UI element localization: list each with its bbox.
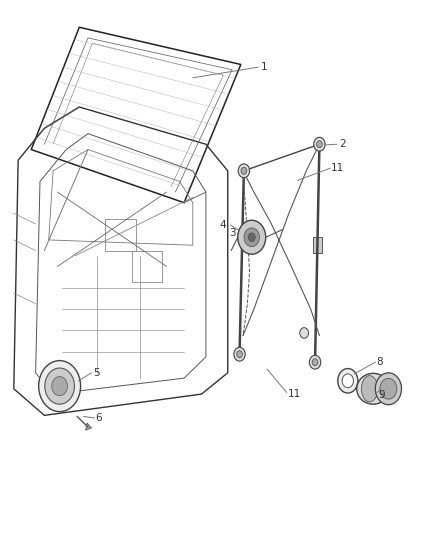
Text: 5: 5: [93, 368, 100, 378]
Ellipse shape: [357, 373, 389, 404]
Text: 11: 11: [288, 389, 301, 399]
Circle shape: [241, 167, 247, 174]
Circle shape: [380, 378, 397, 399]
Circle shape: [342, 374, 353, 387]
Circle shape: [248, 233, 255, 241]
Circle shape: [237, 351, 242, 358]
Circle shape: [375, 373, 402, 405]
Circle shape: [312, 359, 318, 366]
Circle shape: [309, 356, 321, 369]
Text: 6: 6: [95, 413, 102, 423]
Circle shape: [238, 164, 250, 177]
Bar: [313, 237, 322, 253]
Bar: [106, 219, 136, 251]
Circle shape: [244, 228, 259, 247]
Text: 2: 2: [339, 139, 346, 149]
Text: 1: 1: [261, 62, 267, 72]
Bar: [132, 251, 162, 282]
Circle shape: [39, 361, 81, 411]
Circle shape: [338, 368, 358, 393]
Ellipse shape: [361, 376, 378, 402]
Text: 3: 3: [230, 228, 236, 238]
Circle shape: [238, 220, 266, 254]
Circle shape: [234, 348, 245, 361]
Text: 4: 4: [219, 220, 226, 230]
Circle shape: [317, 141, 322, 148]
Circle shape: [52, 376, 67, 395]
Circle shape: [300, 328, 308, 338]
Text: 9: 9: [378, 390, 385, 400]
Text: 8: 8: [376, 357, 383, 367]
Circle shape: [45, 368, 74, 404]
Text: 11: 11: [331, 163, 344, 173]
Circle shape: [314, 138, 325, 151]
